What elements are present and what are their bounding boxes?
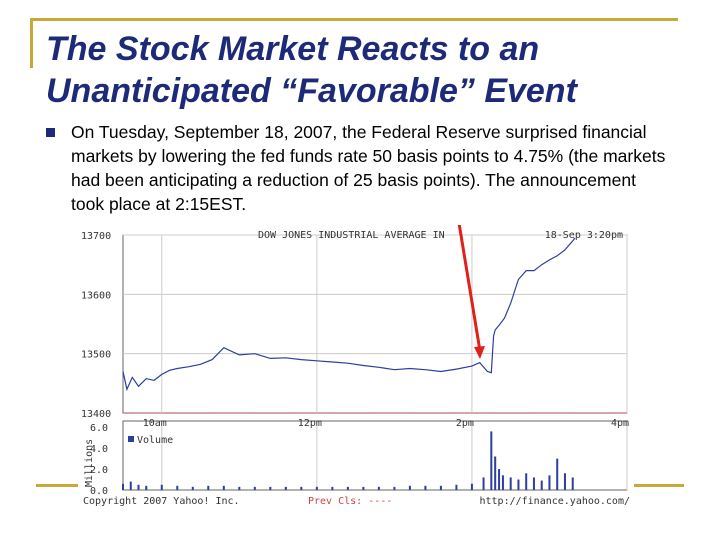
volume-bar [122,483,124,490]
volume-bar [509,477,512,490]
volume-bar [346,486,349,490]
announcement-arrow [457,225,482,352]
price-tick-label: 13700 [81,231,111,242]
volume-bar [525,473,528,490]
volume-bar [315,486,318,490]
source-url: http://finance.yahoo.com/ [479,496,630,507]
volume-bar [191,486,194,490]
volume-bar [563,473,566,490]
volume-bar [238,486,241,490]
volume-bar [160,484,163,490]
volume-bar [222,485,225,490]
volume-tick-label: 0.0 [90,486,108,497]
volume-bar [269,486,272,490]
volume-tick-label: 2.0 [90,465,108,476]
volume-bar [571,477,574,490]
time-tick-label: 10am [143,418,167,429]
volume-bar [331,486,334,490]
announcement-arrowhead [474,346,485,359]
volume-bar [145,485,148,490]
volume-bar [490,431,493,490]
volume-bar [494,456,497,490]
volume-bar [470,483,473,490]
left-rule [30,18,33,68]
volume-bar [540,480,543,490]
volume-bar [129,481,132,490]
top-rule [30,18,678,21]
volume-bar [517,479,520,490]
volume-bar [393,486,396,490]
volume-bar [439,485,442,490]
volume-bar [482,477,485,490]
copyright-text: Copyright 2007 Yahoo! Inc. [83,496,240,507]
volume-bar [455,484,458,490]
time-tick-label: 12pm [298,418,322,429]
prev-close-label: Prev Cls: ---- [308,496,392,507]
volume-bar [207,485,210,490]
volume-bar [408,485,411,490]
volume-legend-label: Volume [137,435,173,446]
price-plot-frame [122,234,628,414]
volume-bar [501,475,504,490]
volume-bar [532,477,535,490]
volume-tick-label: 6.0 [90,423,108,434]
dow-price-series [122,237,576,392]
time-tick-label: 2pm [456,418,474,429]
price-tick-label: 13500 [81,350,111,361]
bullet-text: On Tuesday, September 18, 2007, the Fede… [71,122,666,214]
slide-title: The Stock Market Reacts to an Unanticipa… [46,30,577,110]
price-tick-label: 13600 [81,290,111,301]
chart-svg: 13700 13600 13500 13400 10am 12pm 2pm 4pm DOW JO… [81,225,630,507]
volume-tick-label: 4.0 [90,444,108,455]
time-tick-label: 4pm [611,418,629,429]
price-tick-label: 13400 [81,409,111,420]
volume-bar [253,486,256,490]
volume-bar [377,486,380,490]
volume-bar [424,485,427,490]
volume-legend-swatch [128,436,134,442]
volume-bar [556,458,559,490]
volume-bar [548,475,551,490]
volume-bar [137,484,140,490]
chart-timestamp: 18-Sep 3:20pm [545,230,623,241]
volume-unit-label: Millions [84,439,95,487]
volume-plot-frame [122,420,628,491]
chart-title: DOW JONES INDUSTRIAL AVERAGE IN [258,230,445,241]
volume-bar [284,486,287,490]
volume-bar [498,469,501,490]
volume-bar [176,485,179,490]
bullet-marker [46,128,55,137]
volume-bar [300,486,303,490]
dow-jones-chart: 13700 13600 13500 13400 10am 12pm 2pm 4pm DOW JO… [78,225,634,515]
volume-bar [362,486,365,490]
